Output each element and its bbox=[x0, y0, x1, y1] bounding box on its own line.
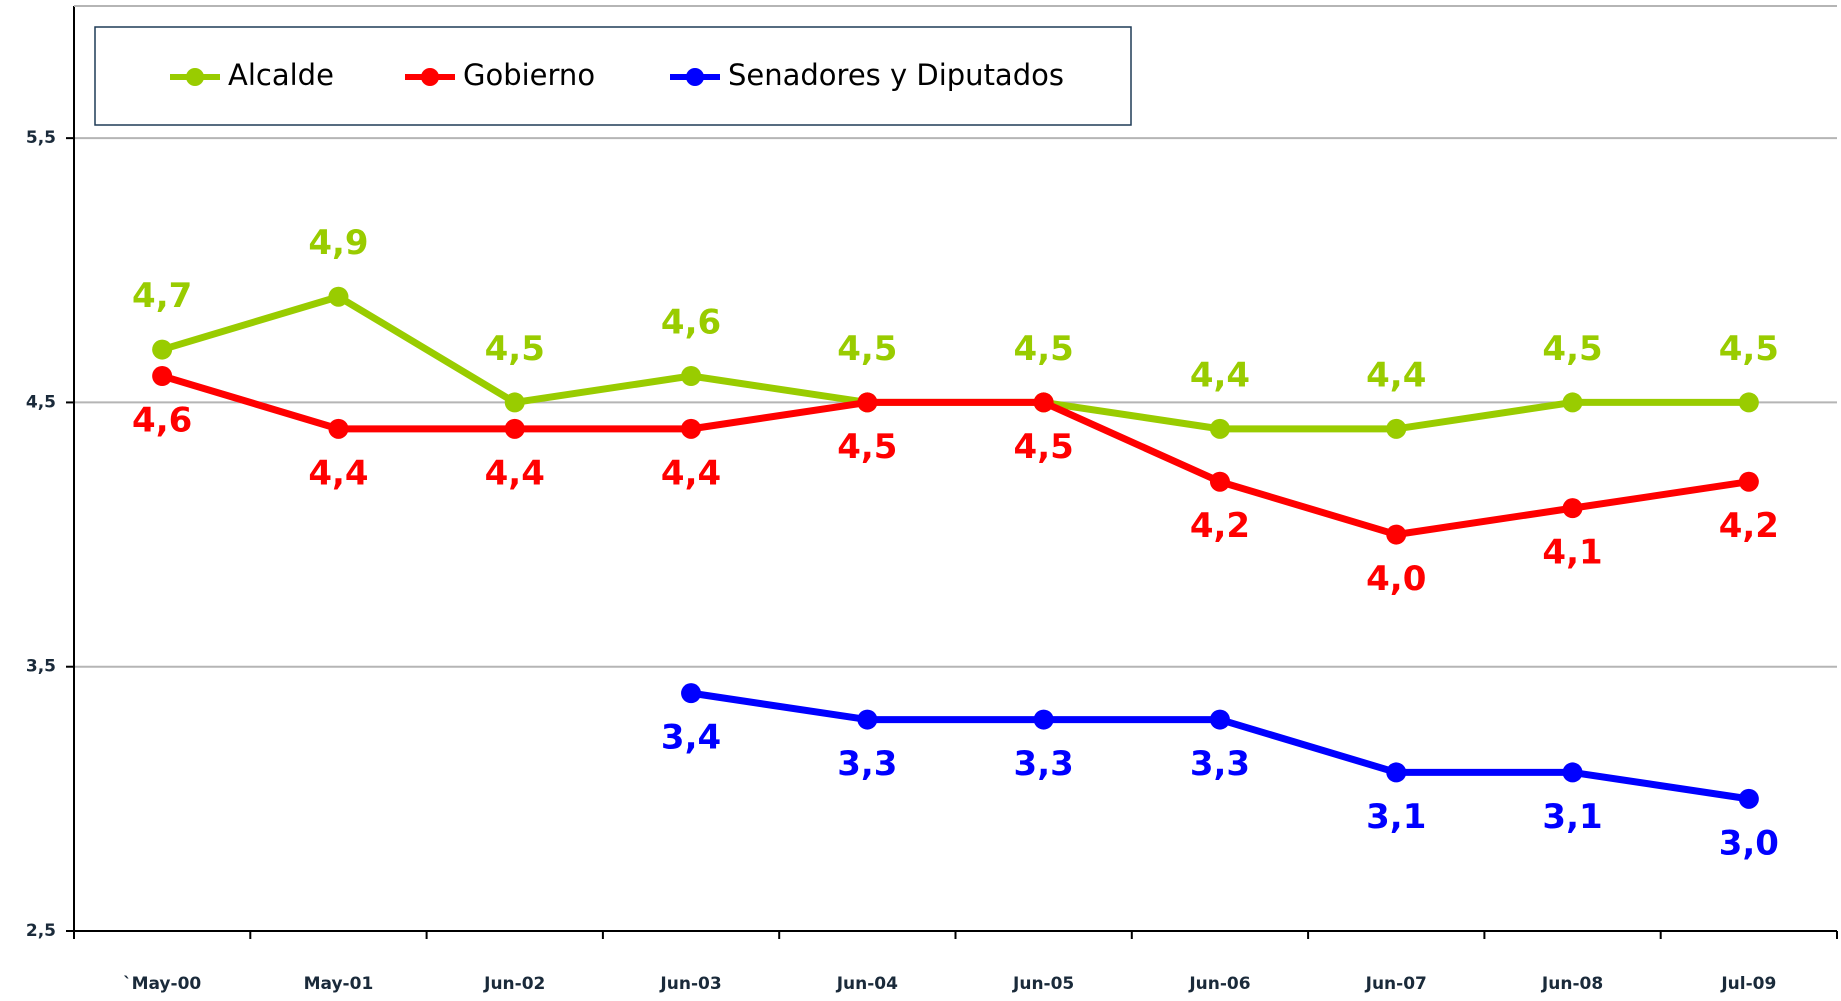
data-label: 4,5 bbox=[1014, 329, 1074, 369]
marker bbox=[1033, 709, 1054, 730]
marker bbox=[1386, 418, 1407, 439]
x-tick-label: Jun-07 bbox=[1365, 974, 1427, 994]
marker bbox=[1562, 498, 1583, 519]
data-label: 4,5 bbox=[1542, 329, 1602, 369]
data-label: 4,5 bbox=[1719, 329, 1779, 369]
x-tick-label: Jun-06 bbox=[1188, 974, 1250, 994]
data-label: 4,5 bbox=[1014, 427, 1074, 467]
marker bbox=[328, 418, 349, 439]
data-label: 4,9 bbox=[308, 223, 368, 263]
marker bbox=[504, 392, 525, 413]
data-label: 4,4 bbox=[485, 453, 545, 493]
marker bbox=[1386, 762, 1407, 783]
x-tick-label: Jun-05 bbox=[1012, 974, 1074, 994]
data-label: 4,2 bbox=[1190, 506, 1250, 546]
data-label: 3,3 bbox=[1014, 744, 1074, 784]
legend-marker bbox=[686, 68, 704, 86]
data-label: 4,5 bbox=[837, 329, 897, 369]
series-line bbox=[161, 293, 1749, 433]
marker bbox=[1386, 524, 1407, 545]
data-label: 4,4 bbox=[308, 453, 368, 493]
marker bbox=[681, 366, 702, 386]
legend-box bbox=[94, 26, 1132, 126]
data-label: 4,5 bbox=[485, 329, 545, 369]
data-label: 4,6 bbox=[132, 401, 192, 441]
data-label: 4,6 bbox=[661, 303, 721, 343]
data-label: 4,4 bbox=[661, 453, 721, 493]
data-label: 4,5 bbox=[837, 427, 897, 467]
data-label: 3,4 bbox=[661, 718, 721, 758]
series-line bbox=[161, 372, 1750, 539]
marker bbox=[1738, 392, 1759, 413]
data-label: 3,3 bbox=[1190, 744, 1250, 784]
data-label: 4,4 bbox=[1190, 355, 1250, 395]
x-tick-label: May-01 bbox=[304, 974, 374, 994]
data-label: 3,0 bbox=[1719, 823, 1779, 863]
y-tick-label: 4,5 bbox=[26, 392, 56, 412]
marker bbox=[1738, 471, 1759, 492]
marker bbox=[857, 392, 878, 413]
data-label: 3,3 bbox=[837, 744, 897, 784]
data-label: 3,1 bbox=[1366, 797, 1426, 837]
data-label: 4,7 bbox=[132, 276, 192, 316]
legend-label: Alcalde bbox=[228, 58, 334, 92]
data-label: 4,0 bbox=[1366, 559, 1426, 599]
y-tick-label: 5,5 bbox=[26, 128, 56, 148]
marker bbox=[681, 683, 702, 704]
x-tick-label: Jun-03 bbox=[659, 974, 721, 994]
marker bbox=[1562, 392, 1583, 413]
marker bbox=[152, 366, 173, 386]
marker bbox=[1033, 392, 1054, 413]
marker bbox=[1738, 788, 1759, 809]
x-tick-label: `May-00 bbox=[123, 974, 201, 994]
legend-marker bbox=[421, 68, 439, 86]
legend-label: Gobierno bbox=[463, 58, 595, 92]
data-label: 4,4 bbox=[1366, 355, 1426, 395]
marker bbox=[1562, 762, 1583, 783]
marker bbox=[1209, 709, 1230, 730]
marker bbox=[1209, 418, 1230, 439]
marker bbox=[857, 709, 878, 730]
data-label: 3,1 bbox=[1542, 797, 1602, 837]
marker bbox=[328, 286, 349, 307]
x-tick-label: Jun-08 bbox=[1541, 974, 1603, 994]
data-label: 4,2 bbox=[1719, 506, 1779, 546]
y-tick-label: 3,5 bbox=[26, 657, 56, 677]
marker bbox=[1209, 471, 1230, 492]
y-tick-label: 2,5 bbox=[26, 921, 56, 941]
marker bbox=[152, 339, 173, 360]
x-tick-label: Jun-02 bbox=[483, 974, 545, 994]
marker bbox=[681, 418, 702, 439]
x-tick-label: Jul-09 bbox=[1720, 974, 1776, 994]
legend-label: Senadores y Diputados bbox=[728, 58, 1064, 92]
legend-marker bbox=[186, 68, 204, 86]
x-tick-label: Jun-04 bbox=[836, 974, 898, 994]
data-label: 4,1 bbox=[1542, 533, 1602, 573]
marker bbox=[504, 418, 525, 439]
